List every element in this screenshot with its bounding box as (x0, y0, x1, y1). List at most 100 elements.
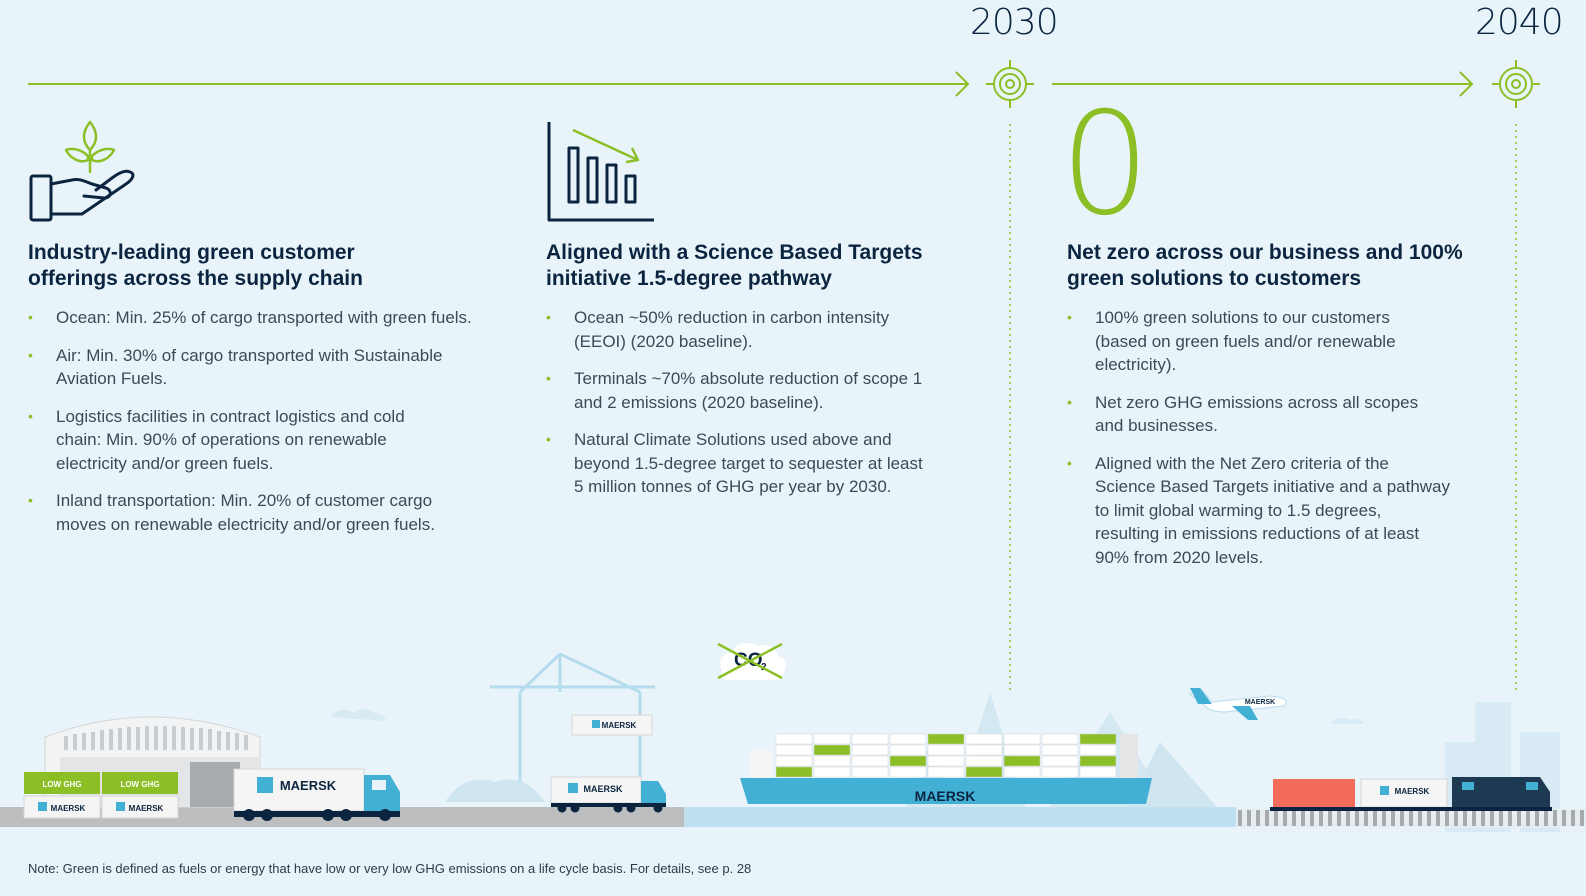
list-item: Natural Climate Solutions used above and… (546, 428, 966, 499)
timeline-arrow-2030 (28, 71, 970, 97)
ship-container (965, 755, 1003, 767)
rail-tie (1319, 810, 1323, 826)
list-item: Inland transportation: Min. 20% of custo… (28, 489, 498, 536)
ship-container (851, 733, 889, 745)
rail-tie (1391, 810, 1395, 826)
ship-container (927, 744, 965, 756)
list-item: Ocean ~50% reduction in carbon intensity… (546, 306, 966, 353)
rail-tie (1481, 810, 1485, 826)
svg-text:MAERSK: MAERSK (129, 804, 164, 813)
rail-tie (1526, 810, 1530, 826)
svg-text:MAERSK: MAERSK (602, 721, 637, 730)
ship-container (1079, 733, 1117, 745)
ship-container (889, 766, 927, 778)
rail-tie (1364, 810, 1368, 826)
ship-container (813, 766, 851, 778)
warehouse-vent (172, 726, 176, 750)
ship-container (1041, 733, 1079, 745)
rail-tie (1535, 810, 1539, 826)
rail-tie (1400, 810, 1404, 826)
column-heading: Net zero across our business and 100% gre… (1067, 241, 1463, 290)
rail-tie (1355, 810, 1359, 826)
ship-container (1041, 766, 1079, 778)
column-heading: Industry-leading green customer offerings… (28, 241, 363, 290)
rail-tie (1283, 810, 1287, 826)
rail-tie (1544, 810, 1548, 826)
ship-container (927, 755, 965, 767)
rail-tie (1427, 810, 1431, 826)
warehouse-vent (154, 726, 158, 750)
ship-container (775, 733, 813, 745)
svg-text:MAERSK: MAERSK (583, 784, 623, 794)
co2-crossed-icon: CO 2 (717, 642, 786, 681)
airplane: MAERSK (1189, 687, 1287, 720)
ship-container (1041, 744, 1079, 756)
svg-text:MAERSK: MAERSK (915, 788, 976, 804)
warehouse-vent (226, 732, 230, 750)
railway-track (1236, 809, 1586, 827)
rail-tie (1562, 810, 1566, 826)
rail-tie (1517, 810, 1521, 826)
ship-container (965, 733, 1003, 745)
rail-tie (1418, 810, 1422, 826)
truck-small: MAERSK (550, 776, 666, 813)
warehouse-vent (145, 726, 149, 750)
warehouse-vent (100, 730, 104, 750)
column-heading: Aligned with a Science Based Targets init… (546, 241, 923, 290)
ship-container (851, 744, 889, 756)
warehouse-vent (190, 728, 194, 750)
ship-container (889, 733, 927, 745)
ship-container (1041, 755, 1079, 767)
ship-container (1079, 755, 1117, 767)
warehouse-vent (136, 727, 140, 750)
water (684, 807, 1236, 827)
warehouse-vent (235, 733, 239, 750)
warehouse-vent (199, 728, 203, 750)
rail-tie (1238, 810, 1242, 826)
warehouse-vent (181, 727, 185, 750)
footnote: Note: Green is defined as fuels or energ… (28, 861, 752, 876)
rail-tie (1436, 810, 1440, 826)
list-item: 100% green solutions to our customers(ba… (1067, 306, 1487, 377)
timeline-arrow-2040 (1052, 71, 1474, 97)
rail-tie (1454, 810, 1458, 826)
ship-container (1003, 733, 1041, 745)
timeline-arrows (28, 60, 1540, 690)
bullet-list: Ocean: Min. 25% of cargo transported wit… (28, 306, 498, 536)
year-2040: 2040 (1475, 2, 1564, 43)
rail-tie (1265, 810, 1269, 826)
rail-tie (1310, 810, 1314, 826)
warehouse-vent (217, 731, 221, 750)
warehouse-vent (82, 733, 86, 750)
rail-tie (1490, 810, 1494, 826)
rail-tie (1301, 810, 1305, 826)
rail-tie (1463, 810, 1467, 826)
freight-train: MAERSK (1270, 777, 1552, 811)
rail-tie (1499, 810, 1503, 826)
warehouse-vent (244, 735, 248, 750)
warehouse-vent (127, 727, 131, 750)
ship-container (813, 744, 851, 756)
declining-bar-chart-icon (547, 122, 654, 222)
hand-plant-icon (29, 120, 135, 222)
svg-text:MAERSK: MAERSK (1395, 787, 1430, 796)
hanging-container: MAERSK (571, 714, 653, 736)
ship-container (1079, 744, 1117, 756)
ship-container (775, 744, 813, 756)
supply-chain-illustration: LOW GHG LOW GHG MAERSK MAERSK MAERSK MAE… (0, 642, 1586, 832)
warehouse-vent (64, 736, 68, 750)
rail-tie (1274, 810, 1278, 826)
ship-container (927, 733, 965, 745)
ship-container (775, 755, 813, 767)
rail-tie (1571, 810, 1575, 826)
list-item: Net zero GHG emissions across all scopes… (1067, 391, 1487, 438)
port-crane (490, 652, 655, 782)
truck: MAERSK (233, 768, 400, 821)
rail-tie (1292, 810, 1296, 826)
rail-tie (1337, 810, 1341, 826)
bullet-list: Ocean ~50% reduction in carbon intensity… (546, 306, 966, 499)
target-icon (986, 60, 1034, 108)
warehouse-vent (73, 734, 77, 750)
container-stack: LOW GHG LOW GHG MAERSK MAERSK (23, 772, 179, 819)
rail-tie (1346, 810, 1350, 826)
